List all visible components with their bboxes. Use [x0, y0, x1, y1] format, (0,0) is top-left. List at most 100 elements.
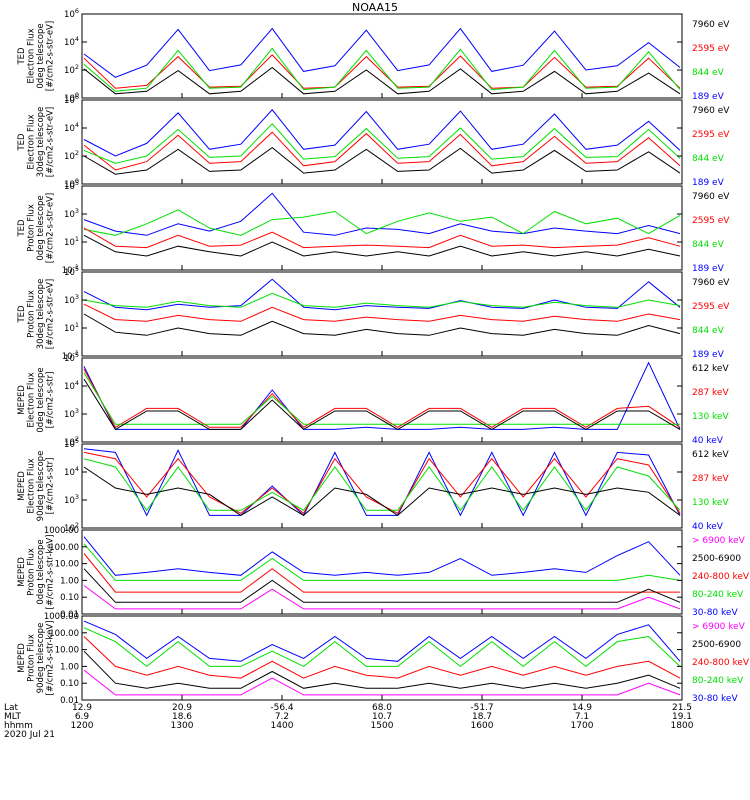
y-tick-label: 103: [64, 493, 79, 506]
y-tick-label: 0.10: [60, 593, 79, 603]
panel-5-series-4: [83, 378, 681, 431]
x-tick-hhmm: 1700: [571, 721, 594, 731]
x-tick-mlt: 10.7: [372, 712, 392, 722]
y-tick-label: 1.00: [60, 576, 79, 586]
panel-7-frame: [81, 529, 683, 615]
legend-entry: 2595 eV: [692, 44, 730, 54]
y-axis-label: TEDElectron Flux30deg telescope[#/cm2-s-…: [17, 107, 56, 178]
legend-entry: 30-80 keV: [692, 608, 738, 618]
legend-entry: 2595 eV: [692, 302, 730, 312]
y-tick-label: 0.01: [60, 610, 79, 620]
panel-5-series-3: [83, 372, 680, 425]
x-tick-lat: -51.7: [470, 703, 493, 713]
panel-8-series-2: [83, 627, 681, 668]
legend-entry: > 6900 keV: [692, 622, 746, 632]
legend-entry: 287 keV: [692, 474, 729, 484]
legend-entry: > 6900 keV: [692, 536, 746, 546]
panel-8-series-1: [83, 620, 681, 662]
x-row-label: hhmm: [4, 721, 33, 731]
legend-entry: 7960 eV: [692, 278, 730, 288]
y-tick-label: 10.00: [55, 646, 79, 656]
legend-entry: 80-240 keV: [692, 590, 744, 600]
y-tick-label: 101: [64, 235, 79, 248]
legend-entry: 30-80 keV: [692, 694, 738, 704]
legend-entry: 189 eV: [692, 350, 725, 360]
legend-entry: 80-240 keV: [692, 676, 744, 686]
panel-1-frame: [81, 13, 683, 99]
x-tick-lat: 12.9: [72, 703, 92, 713]
panel-8-series-5: [83, 669, 681, 696]
x-tick-mlt: 7.2: [275, 712, 289, 722]
legend-entry: 844 eV: [692, 68, 725, 78]
legend-entry: 7960 eV: [692, 192, 730, 202]
panel-3-series-4: [83, 234, 681, 257]
x-tick-mlt: 18.7: [472, 712, 492, 722]
x-tick-lat: -56.4: [270, 703, 294, 713]
legend-entry: 240-800 keV: [692, 658, 750, 668]
x-tick-hhmm: 1500: [371, 721, 394, 731]
panel-4-series-4: [83, 313, 681, 336]
legend-entry: 612 keV: [692, 450, 729, 460]
y-tick-label: 104: [64, 35, 79, 48]
panel-1-series-2: [83, 54, 681, 89]
y-tick-label: 103: [64, 207, 79, 220]
panel-6-series-1: [83, 448, 681, 517]
panel-5-series-2: [83, 368, 681, 428]
panel-8-series-4: [83, 650, 681, 689]
panel-7-series-1: [83, 536, 681, 576]
legend-entry: 189 eV: [692, 92, 725, 102]
legend-entry: 844 eV: [692, 326, 725, 336]
panel-1-series-4: [83, 66, 681, 95]
panel-7-series-4: [83, 568, 681, 603]
x-tick-mlt: 19.1: [672, 712, 692, 722]
panel-4-frame: [81, 271, 683, 357]
x-tick-mlt: 6.9: [75, 712, 90, 722]
panel-8-series-3: [83, 636, 681, 679]
panel-3-series-3: [83, 227, 681, 249]
x-row-label: Lat: [4, 703, 19, 713]
y-tick-label: 103: [64, 293, 79, 306]
y-axis-label: TEDProton Flux30deg telescope[#/cm2-s-st…: [17, 279, 56, 350]
x-tick-mlt: 7.1: [575, 712, 589, 722]
x-row-label: MLT: [4, 712, 22, 722]
legend-entry: 844 eV: [692, 240, 725, 250]
panel-3-frame: [81, 185, 683, 271]
panel-4-series-2: [83, 292, 681, 308]
x-tick-mlt: 18.6: [172, 712, 192, 722]
y-tick-label: 1.00: [60, 662, 79, 672]
panel-6-series-3: [83, 458, 681, 512]
chart-title: NOAA15: [351, 1, 399, 14]
legend-entry: 2595 eV: [692, 216, 730, 226]
x-tick-lat: 20.9: [172, 703, 192, 713]
x-tick-lat: 68.0: [372, 703, 392, 713]
panel-7-series-3: [83, 553, 680, 593]
legend-entry: 130 keV: [692, 412, 729, 422]
legend-entry: 189 eV: [692, 178, 725, 188]
panel-2-series-3: [83, 123, 681, 164]
panel-8: 0.01 0.10 1.00 10.00 100.00 1000.00MEPEDProto…: [17, 612, 750, 706]
legend-entry: 287 keV: [692, 388, 729, 398]
date-label: 2020 Jul 21: [4, 730, 55, 740]
y-tick-label: 100.00: [49, 629, 79, 639]
y-tick-label: 106: [64, 7, 79, 20]
legend-entry: 40 keV: [692, 436, 724, 446]
panel-1-series-1: [83, 27, 681, 78]
legend-entry: 2595 eV: [692, 130, 730, 140]
y-axis-label: MEPEDElectron Flux0deg telescope[#/cm2-s…: [17, 367, 56, 432]
y-tick-label: 1000.00: [44, 526, 79, 536]
x-tick-hhmm: 1600: [471, 721, 494, 731]
panel-5-series-1: [83, 361, 681, 430]
panel-7: 0.010.101.0010.00100.001000.00MEPEDProto…: [17, 526, 750, 620]
x-tick-hhmm: 1300: [171, 721, 194, 731]
y-tick-label: 1000.00: [44, 612, 79, 622]
legend-entry: 2500-6900: [692, 554, 741, 564]
panel-3-series-1: [83, 192, 681, 236]
y-axis-label: MEPEDProton Flux0deg telescope[#/cm2-s-s…: [17, 535, 56, 610]
y-axis-label: MEPEDElectron Flux90deg telescope[#/cm2-…: [17, 451, 56, 522]
y-axis-label: MEPEDProton Flux90deg telescope[#/cm2-s-…: [17, 621, 56, 696]
